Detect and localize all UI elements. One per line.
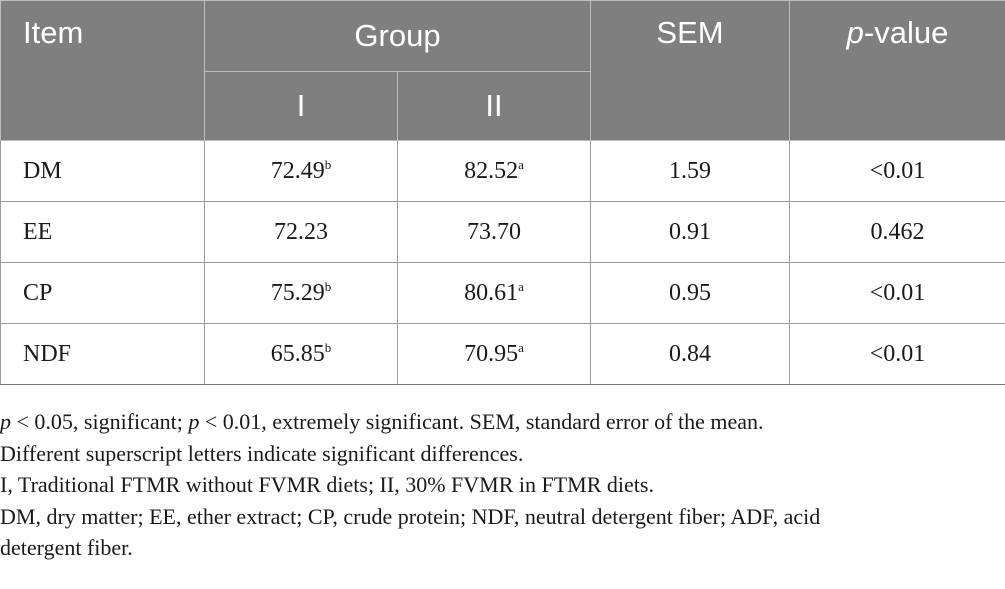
cell-item-value: CP [23, 279, 53, 306]
results-table: Item Group SEM p-value I II DM 72.49b 82.5… [0, 0, 1005, 385]
cell-p: <0.01 [789, 140, 1005, 202]
cell-g1-superscript: b [324, 278, 332, 294]
cell-p: 0.462 [789, 201, 1005, 263]
note-p-symbol: p [188, 409, 200, 434]
note-significance: p < 0.05, significant; p < 0.01, extreme… [0, 406, 1005, 438]
note-text: < 0.01, extremely significant. SEM, stan… [199, 409, 764, 434]
cell-g1: 65.85b [204, 323, 398, 385]
table-row: CP 75.29b 80.61a 0.95 <0.01 [0, 262, 1005, 324]
cell-g1-value: 72.49 [270, 157, 325, 184]
cell-g2: 80.61a [396, 262, 592, 324]
cell-g2: 73.70 [396, 201, 592, 263]
cell-sem-value: 0.95 [669, 279, 712, 306]
cell-sem: 1.59 [590, 140, 791, 202]
header-item: Item [0, 0, 205, 141]
cell-g1-superscript: b [324, 339, 332, 355]
cell-g2-superscript: a [518, 339, 524, 355]
header-p-value: p-value [789, 0, 1005, 141]
note-groups: I, Traditional FTMR without FVMR diets; … [0, 472, 654, 497]
note-text: < 0.05, significant; [11, 409, 189, 434]
cell-g1: 75.29b [204, 262, 398, 324]
cell-p-value: <0.01 [869, 340, 926, 367]
header-group-ii: II [396, 71, 592, 141]
cell-item-value: NDF [23, 340, 72, 367]
note-abbreviations-cont: detergent fiber. [0, 535, 133, 560]
cell-sem-value: 0.84 [669, 340, 712, 367]
cell-item: EE [0, 201, 205, 263]
cell-item: CP [0, 262, 205, 324]
cell-sem: 0.84 [590, 323, 791, 385]
cell-item-value: EE [23, 218, 53, 245]
table-row: DM 72.49b 82.52a 1.59 <0.01 [0, 140, 1005, 202]
table-row: EE 72.23 73.70 0.91 0.462 [0, 201, 1005, 263]
header-p-rest: -value [863, 15, 949, 50]
cell-g2-superscript: a [518, 156, 524, 172]
cell-g2-value: 73.70 [467, 218, 521, 245]
header-sem: SEM [590, 0, 791, 141]
cell-p: <0.01 [789, 323, 1005, 385]
cell-g1: 72.49b [204, 140, 398, 202]
cell-g2-superscript: a [518, 278, 524, 294]
note-abbreviations: DM, dry matter; EE, ether extract; CP, c… [0, 503, 821, 529]
table-row: NDF 65.85b 70.95a 0.84 <0.01 [0, 323, 1005, 385]
cell-sem-value: 0.91 [669, 218, 712, 245]
cell-p-value: <0.01 [869, 279, 926, 306]
cell-g2: 82.52a [396, 140, 592, 202]
cell-p-value: <0.01 [869, 157, 926, 184]
cell-sem: 0.91 [590, 201, 791, 263]
cell-item: NDF [0, 323, 205, 385]
cell-p: <0.01 [789, 262, 1005, 324]
cell-p-value: 0.462 [870, 218, 925, 245]
header-group: Group [203, 0, 592, 72]
cell-g2-value: 70.95 [464, 340, 519, 367]
cell-g2-value: 82.52 [464, 157, 519, 184]
cell-sem: 0.95 [590, 262, 791, 324]
note-superscripts: Different superscript letters indicate s… [0, 440, 524, 466]
cell-g2: 70.95a [396, 323, 592, 385]
cell-g1: 72.23 [204, 201, 398, 263]
note-p-symbol: p [0, 409, 11, 434]
cell-item-value: DM [23, 157, 62, 184]
cell-item: DM [0, 140, 205, 202]
header-group-i: I [204, 71, 398, 141]
table-notes: p < 0.05, significant; p < 0.01, extreme… [0, 406, 1005, 564]
cell-g1-value: 65.85 [270, 340, 325, 367]
cell-g1-value: 72.23 [274, 218, 328, 245]
cell-g1-value: 75.29 [270, 279, 325, 306]
cell-g1-superscript: b [324, 156, 332, 172]
header-p-italic: p [846, 15, 864, 50]
cell-sem-value: 1.59 [669, 157, 712, 184]
cell-g2-value: 80.61 [464, 279, 519, 306]
